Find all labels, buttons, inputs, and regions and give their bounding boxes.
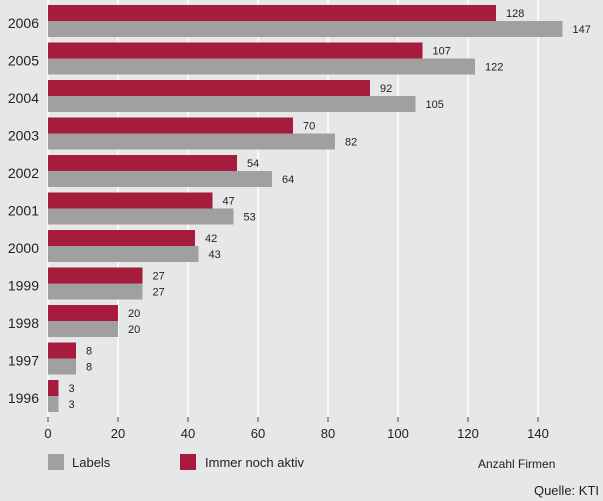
x-axis-title: Anzahl Firmen (478, 457, 555, 471)
data-label-labels-2004: 105 (426, 99, 444, 111)
category-label-1996: 1996 (8, 390, 39, 406)
bar-immer-noch-aktiv-1996 (48, 380, 59, 396)
x-tick-label-140: 140 (527, 426, 549, 441)
bar-immer-noch-aktiv-1998 (48, 305, 118, 321)
bar-immer-noch-aktiv-2004 (48, 80, 370, 96)
data-label-immer-noch-aktiv-2006: 128 (506, 8, 524, 20)
bar-immer-noch-aktiv-1999 (48, 267, 143, 284)
data-label-immer-noch-aktiv-1999: 27 (153, 271, 165, 283)
data-label-labels-1996: 3 (69, 399, 75, 411)
bar-labels-2005 (48, 58, 475, 75)
bar-labels-2002 (48, 171, 272, 187)
bar-labels-1996 (48, 396, 59, 412)
bar-immer-noch-aktiv-2003 (48, 117, 293, 134)
data-label-labels-2005: 122 (485, 62, 503, 74)
bar-labels-2000 (48, 246, 199, 262)
data-label-immer-noch-aktiv-2000: 42 (205, 233, 217, 245)
category-label-1999: 1999 (8, 278, 39, 294)
data-label-immer-noch-aktiv-1997: 8 (86, 346, 92, 358)
source-note: Quelle: KTI (534, 483, 599, 498)
bars-layer (48, 5, 563, 412)
bar-immer-noch-aktiv-2006 (48, 5, 496, 21)
category-label-1997: 1997 (8, 353, 39, 369)
legend-swatch-immer-noch-aktiv (180, 454, 196, 470)
data-label-labels-2001: 53 (244, 212, 256, 224)
x-tick-label-60: 60 (251, 426, 265, 441)
x-axis: 0 20 40 60 80 100 120 140 (44, 417, 549, 441)
data-label-immer-noch-aktiv-1998: 20 (128, 308, 140, 320)
bar-labels-2001 (48, 208, 234, 225)
data-label-immer-noch-aktiv-2001: 47 (223, 196, 235, 208)
x-tick-label-20: 20 (111, 426, 125, 441)
data-label-immer-noch-aktiv-2004: 92 (380, 83, 392, 95)
category-label-1998: 1998 (8, 315, 39, 331)
legend-label-labels: Labels (72, 455, 111, 470)
bar-labels-2003 (48, 133, 335, 150)
data-label-labels-2003: 82 (345, 137, 357, 149)
bar-immer-noch-aktiv-2005 (48, 42, 423, 59)
legend-swatch-labels (48, 454, 64, 470)
legend-label-immer-noch-aktiv: Immer noch aktiv (205, 455, 304, 470)
data-label-labels-1999: 27 (153, 287, 165, 299)
category-label-2000: 2000 (8, 240, 39, 256)
x-tick-label-100: 100 (387, 426, 409, 441)
category-label-2005: 2005 (8, 53, 39, 69)
legend: Labels Immer noch aktiv (48, 454, 304, 470)
category-label-2004: 2004 (8, 90, 39, 106)
data-label-immer-noch-aktiv-2005: 107 (433, 46, 451, 58)
x-tick-label-40: 40 (181, 426, 195, 441)
bar-labels-1999 (48, 283, 143, 300)
bar-immer-noch-aktiv-2000 (48, 230, 195, 246)
bar-immer-noch-aktiv-2001 (48, 192, 213, 209)
category-label-2006: 2006 (8, 15, 39, 31)
bar-labels-2004 (48, 96, 416, 112)
x-tick-label-120: 120 (457, 426, 479, 441)
labels-layer: 2006 128 147 2005 107 122 2004 92 105 2003 70 82 200… (8, 8, 591, 411)
data-label-labels-2006: 147 (573, 24, 591, 36)
data-label-immer-noch-aktiv-2003: 70 (303, 121, 315, 133)
bar-immer-noch-aktiv-2002 (48, 155, 237, 171)
category-label-2002: 2002 (8, 165, 39, 181)
data-label-immer-noch-aktiv-1996: 3 (69, 383, 75, 395)
data-label-labels-1997: 8 (86, 362, 92, 374)
bar-labels-2006 (48, 21, 563, 37)
category-label-2001: 2001 (8, 203, 39, 219)
data-label-labels-1998: 20 (128, 324, 140, 336)
bar-labels-1997 (48, 358, 76, 375)
data-label-labels-2002: 64 (282, 174, 294, 186)
bar-labels-1998 (48, 321, 118, 337)
data-label-labels-2000: 43 (209, 249, 221, 261)
category-label-2003: 2003 (8, 128, 39, 144)
x-tick-label-0: 0 (44, 426, 51, 441)
x-tick-label-80: 80 (321, 426, 335, 441)
bar-immer-noch-aktiv-1997 (48, 342, 76, 359)
data-label-immer-noch-aktiv-2002: 54 (247, 158, 259, 170)
